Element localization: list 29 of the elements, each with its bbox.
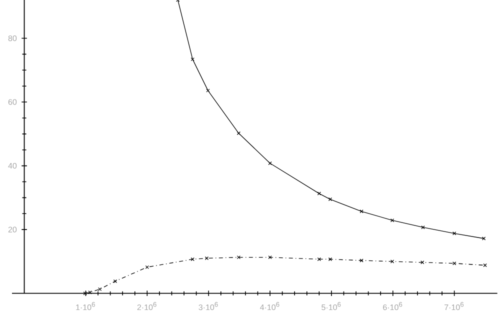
point <box>190 57 194 62</box>
point <box>360 258 364 262</box>
point <box>452 232 456 236</box>
point <box>268 255 272 260</box>
point <box>452 262 456 266</box>
y-tick-label: 40 <box>8 162 17 169</box>
point <box>317 257 322 262</box>
y-tick-label: 60 <box>8 99 17 105</box>
point <box>420 260 424 264</box>
x-tick-label: 1·10$^{6}$ <box>76 302 95 310</box>
x-tick-label: 4·10$^{6}$ <box>260 302 280 310</box>
point <box>360 210 364 214</box>
x-tick-label: 7·10$^{6}$ <box>444 302 464 310</box>
point <box>317 192 322 196</box>
point <box>145 265 149 270</box>
point <box>206 88 210 92</box>
y-tick-label: 80 <box>8 35 17 42</box>
point <box>483 263 487 268</box>
x-tick-label: 2·10$^{6}$ <box>137 302 156 310</box>
point <box>268 161 272 166</box>
x-tick-label: 3·10$^{6}$ <box>198 302 218 310</box>
y-tick-label: 20 <box>8 226 17 232</box>
x-tick-label: 6·10$^{6}$ <box>383 302 402 310</box>
point <box>390 260 394 264</box>
point <box>190 257 194 262</box>
point <box>98 287 102 292</box>
point <box>390 218 394 222</box>
point <box>421 225 425 230</box>
x-tick-label: 5·10$^{6}$ <box>322 302 341 310</box>
